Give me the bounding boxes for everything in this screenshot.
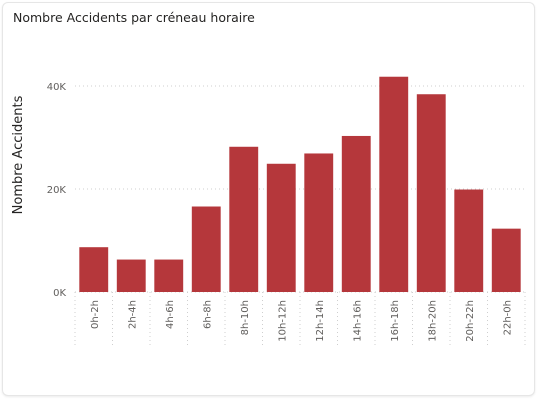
bar[interactable] <box>416 94 446 293</box>
x-axis-ticks: 0h-2h 2h-4h 4h-6h 6h-8h 8h-10h 10h-12h 12h-14h… <box>90 300 514 342</box>
bar[interactable] <box>116 259 146 292</box>
x-tick-label: 18h-20h <box>427 300 438 342</box>
bar[interactable] <box>379 76 409 292</box>
chart-title: Nombre Accidents par créneau horaire <box>13 10 255 25</box>
y-tick-label: 0K <box>53 288 66 299</box>
bar[interactable] <box>304 153 334 292</box>
bars <box>79 76 521 293</box>
y-tick-label: 20K <box>47 185 67 196</box>
x-tick-label: 6h-8h <box>202 300 213 329</box>
bar[interactable] <box>229 146 259 292</box>
x-tick-label: 14h-16h <box>352 300 363 342</box>
x-tick-label: 10h-12h <box>277 300 288 342</box>
x-tick-label: 4h-6h <box>165 300 176 329</box>
bar[interactable] <box>154 259 184 292</box>
x-tick-label: 16h-18h <box>390 300 401 342</box>
bar[interactable] <box>79 247 109 292</box>
x-tick-label: 2h-4h <box>127 300 138 329</box>
y-tick-label: 40K <box>47 82 67 93</box>
gridlines <box>74 85 526 346</box>
x-tick-label: 0h-2h <box>90 300 101 329</box>
bar[interactable] <box>454 189 484 292</box>
bar[interactable] <box>491 228 521 292</box>
bar[interactable] <box>341 135 371 292</box>
y-axis-ticks: 0K 20K 40K <box>47 82 67 299</box>
y-axis-label: Nombre Accidents <box>11 95 26 214</box>
bar[interactable] <box>266 163 296 292</box>
x-tick-label: 8h-10h <box>240 300 251 335</box>
x-tick-label: 22h-0h <box>502 300 513 335</box>
x-tick-label: 20h-22h <box>465 300 476 342</box>
bar[interactable] <box>191 206 221 292</box>
x-tick-label: 12h-14h <box>315 300 326 342</box>
